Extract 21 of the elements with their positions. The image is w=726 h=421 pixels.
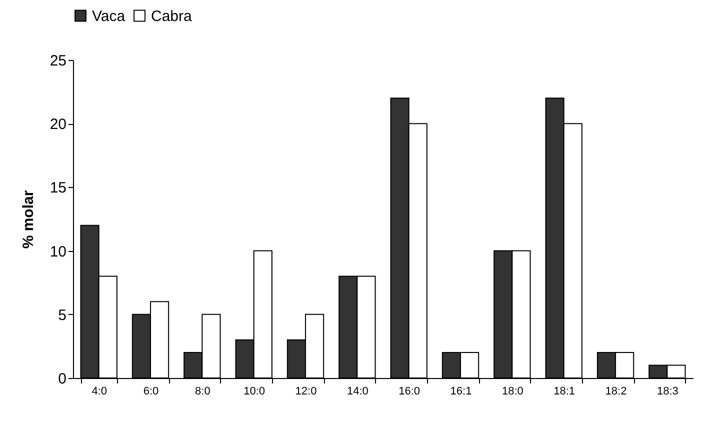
y-tick-label: 25 — [50, 52, 66, 70]
x-tick-label: 16:1 — [450, 386, 472, 398]
legend-label: Cabra — [151, 8, 193, 25]
x-tick-label: 18:2 — [605, 386, 627, 398]
x-tick-label: 6:0 — [143, 386, 159, 398]
x-tick-label: 4:0 — [92, 386, 107, 398]
x-tick-label: 12:0 — [295, 386, 317, 398]
x-tick-label: 16:0 — [398, 386, 420, 398]
y-tick-label: 0 — [58, 370, 66, 388]
y-axis-title: % molar — [20, 190, 37, 249]
legend-label: Vaca — [92, 8, 126, 25]
y-tick-label: 20 — [50, 116, 66, 134]
x-tick-label: 14:0 — [346, 386, 368, 398]
x-tick-label: 18:1 — [554, 386, 576, 398]
y-tick-label: 15 — [50, 180, 66, 197]
x-tick-label: 18:3 — [656, 386, 678, 398]
x-tick-label: 8:0 — [195, 386, 210, 398]
y-tick-label: 10 — [50, 243, 66, 260]
x-tick-label: 18:0 — [502, 386, 524, 398]
x-tick-label: 10:0 — [244, 386, 266, 398]
y-tick-label: 5 — [58, 306, 66, 324]
